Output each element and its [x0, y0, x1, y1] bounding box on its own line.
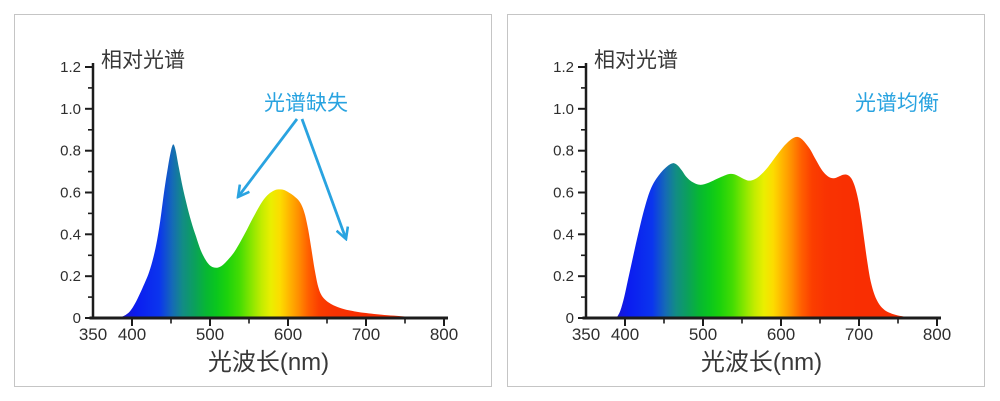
annotation-label: 光谱均衡 — [855, 92, 939, 115]
y-tick-label: 0.8 — [553, 143, 574, 160]
y-tick-label: 1.2 — [60, 59, 81, 76]
y-tick-label: 0 — [73, 310, 81, 327]
spectrum-chart-missing: 0 0.2 0.4 0.6 0.8 1.0 1.2 350 400 500 600 700 800 相对光… — [60, 49, 458, 376]
y-tick-label: 0.2 — [60, 268, 81, 285]
x-tick-label: 700 — [352, 325, 380, 344]
annotation-arrow — [300, 118, 346, 239]
y-tick-label: 0.8 — [60, 143, 81, 160]
x-tick-label: 600 — [767, 325, 795, 344]
y-tick-label: 1.2 — [553, 59, 574, 76]
x-tick-label: 700 — [845, 325, 873, 344]
y-tick-label: 0.2 — [553, 268, 574, 285]
y-tick-label: 0 — [566, 310, 574, 327]
x-tick-label: 800 — [430, 325, 458, 344]
y-tick-label: 1.0 — [553, 101, 574, 118]
y-tick-label: 0.4 — [553, 226, 574, 243]
panel-spectrum-missing: 0 0.2 0.4 0.6 0.8 1.0 1.2 350 400 500 600 700 800 相对光… — [14, 14, 492, 387]
chart-title: 相对光谱 — [101, 49, 185, 72]
x-tick-label: 400 — [611, 325, 639, 344]
x-tick-label: 400 — [118, 325, 146, 344]
x-tick-label: 800 — [923, 325, 951, 344]
x-tick-label: 350 — [572, 325, 600, 344]
annotation-label: 光谱缺失 — [264, 92, 348, 115]
x-axis-title: 光波长(nm) — [208, 349, 329, 376]
y-tick-label: 1.0 — [60, 101, 81, 118]
x-axis-title: 光波长(nm) — [701, 349, 822, 376]
x-tick-label: 500 — [196, 325, 224, 344]
y-tick-label: 0.6 — [60, 185, 81, 202]
x-tick-label: 600 — [274, 325, 302, 344]
spectrum-area — [116, 144, 441, 318]
panel-spectrum-balanced: 0 0.2 0.4 0.6 0.8 1.0 1.2 350 400 500 600 700 800 相对光… — [507, 14, 985, 387]
y-tick-label: 0.4 — [60, 226, 81, 243]
chart-title: 相对光谱 — [594, 49, 678, 72]
annotation-arrow — [238, 118, 299, 197]
y-tick-label: 0.6 — [553, 185, 574, 202]
spectrum-area — [616, 136, 926, 318]
x-tick-label: 350 — [79, 325, 107, 344]
x-tick-label: 500 — [689, 325, 717, 344]
spectrum-chart-balanced: 0 0.2 0.4 0.6 0.8 1.0 1.2 350 400 500 600 700 800 相对光… — [553, 49, 951, 376]
